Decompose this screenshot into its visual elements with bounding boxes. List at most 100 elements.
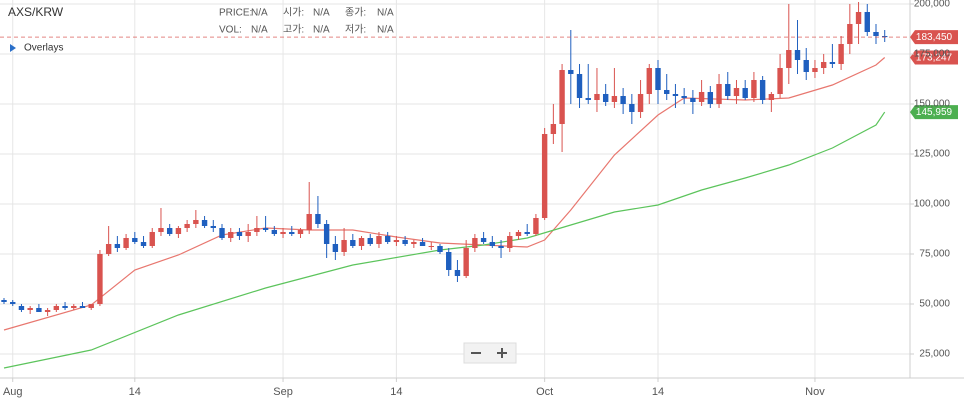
- info-label: 저가:: [345, 24, 366, 36]
- candle-body: [541, 134, 548, 218]
- candle-body: [820, 62, 827, 68]
- candle-body: [350, 240, 356, 246]
- candle-body: [568, 70, 574, 74]
- candle-body: [550, 124, 557, 134]
- plot: [0, 2, 910, 369]
- candle-body: [376, 236, 382, 244]
- candle-body: [489, 242, 496, 246]
- candle-body: [882, 36, 888, 38]
- candle-body: [576, 74, 583, 98]
- candle-body: [847, 24, 853, 44]
- candle-body: [524, 232, 530, 234]
- candle-body: [585, 98, 591, 100]
- candle-body: [428, 246, 434, 247]
- candle-body: [855, 12, 862, 24]
- candle-body: [411, 242, 417, 244]
- price-tag: [910, 105, 958, 120]
- moving-average-line: [3, 111, 886, 369]
- candle-body: [132, 238, 138, 242]
- candle-body: [323, 224, 330, 244]
- candle-body: [559, 70, 565, 124]
- candle-body: [751, 80, 757, 98]
- y-tick-label: 75,000: [919, 249, 950, 260]
- candle-body: [498, 246, 504, 248]
- candle-body: [393, 240, 400, 242]
- candle-body: [629, 104, 635, 112]
- candle-body: [402, 240, 408, 244]
- candle-body: [18, 306, 25, 310]
- y-tick-label: 125,000: [914, 149, 951, 160]
- candle-body: [873, 32, 879, 36]
- candle-body: [210, 226, 216, 228]
- candle-body: [10, 302, 16, 304]
- candle-body: [463, 248, 469, 276]
- candle-body: [515, 232, 522, 236]
- candle-body: [472, 238, 478, 248]
- candle-body: [681, 96, 687, 98]
- overlays-toggle-icon[interactable]: [10, 44, 16, 52]
- candle-body: [620, 96, 626, 104]
- x-tick-label: Oct: [536, 386, 553, 398]
- candle-body: [79, 306, 86, 308]
- y-tick-label: 150,000: [914, 99, 951, 110]
- candle-body: [594, 94, 600, 100]
- candle-body: [646, 68, 652, 94]
- x-tick-label: 14: [652, 386, 664, 398]
- candle-body: [105, 244, 112, 254]
- candle-body: [733, 88, 740, 96]
- candle-body: [166, 228, 173, 234]
- candle-body: [140, 242, 147, 246]
- candle-body: [88, 304, 94, 308]
- x-tick-label: 14: [390, 386, 402, 398]
- candle-body: [637, 94, 644, 112]
- info-value: N/A: [313, 25, 330, 36]
- candle-body: [315, 214, 321, 224]
- candle-body: [672, 94, 679, 96]
- candle-body: [44, 310, 51, 312]
- candle-body: [306, 214, 312, 230]
- candle-body: [97, 254, 103, 304]
- candle-body: [201, 220, 208, 226]
- price-tag: [910, 30, 958, 45]
- grid: [0, 0, 910, 378]
- candle-body: [768, 94, 775, 100]
- candle-body: [777, 68, 783, 94]
- candle-body: [123, 238, 129, 248]
- y-tick-label: 175,000: [914, 49, 951, 60]
- x-tick-label: Aug: [3, 386, 23, 398]
- candle-body: [664, 90, 670, 94]
- candle-body: [27, 308, 33, 310]
- candle-body: [759, 80, 766, 100]
- y-tick-label: 100,000: [914, 199, 951, 210]
- candle-body: [36, 308, 42, 312]
- price-tags: 183,450 173,247 145,959: [910, 30, 958, 120]
- candle-body: [454, 270, 461, 276]
- candle-body: [114, 244, 121, 248]
- info-value: N/A: [377, 25, 394, 36]
- candle-body: [611, 96, 618, 102]
- candle-body: [53, 306, 60, 310]
- zoom-controls: [463, 342, 517, 364]
- overlays-toggle[interactable]: Overlays: [24, 43, 63, 54]
- candle-body: [341, 240, 347, 252]
- price-tag-label: 183,450: [916, 32, 953, 43]
- y-tick-label: 200,000: [914, 0, 951, 10]
- candle-body: [219, 228, 225, 238]
- x-tick-label: Nov: [805, 386, 825, 398]
- candle-body: [254, 228, 260, 232]
- candle-body: [533, 218, 539, 234]
- candle-body: [384, 236, 391, 242]
- chart-title: AXS/KRW: [8, 5, 64, 19]
- candle-body: [1, 300, 7, 302]
- candle-body: [175, 228, 182, 234]
- candle-body: [829, 62, 836, 64]
- info-value: N/A: [251, 25, 268, 36]
- info-label: 고가:: [283, 24, 304, 36]
- candle-body: [698, 92, 705, 102]
- candle-body: [71, 306, 77, 308]
- candle-body: [358, 238, 365, 246]
- candle-body: [419, 242, 426, 246]
- moving-average-line: [3, 57, 886, 331]
